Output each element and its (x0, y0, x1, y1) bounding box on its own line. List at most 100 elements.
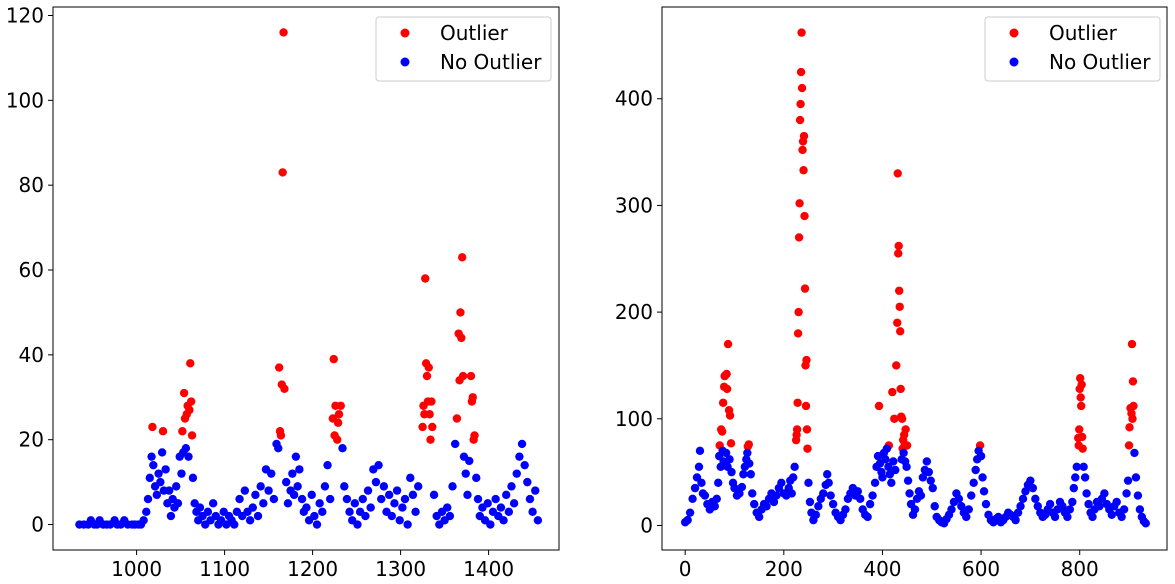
data-point (884, 462, 893, 471)
data-point (297, 494, 307, 504)
data-point (152, 490, 162, 500)
data-point (928, 483, 937, 493)
data-point (520, 460, 529, 470)
data-point (358, 494, 367, 504)
data-point (1016, 502, 1025, 511)
data-point (148, 422, 157, 432)
data-point (878, 473, 887, 482)
legend-box (375, 16, 552, 82)
data-point (515, 452, 524, 461)
x-tick-label: 1100 (199, 557, 250, 581)
data-point (323, 460, 332, 470)
y-tick-label: 20 (19, 428, 44, 452)
data-point (744, 440, 753, 449)
data-point (1076, 393, 1085, 402)
data-point (334, 410, 344, 419)
data-point (517, 439, 527, 449)
data-point (910, 505, 920, 514)
data-point (1135, 505, 1145, 514)
data-point (895, 302, 904, 311)
data-point (504, 507, 514, 517)
data-point (870, 478, 880, 487)
data-point (918, 473, 928, 482)
data-point (743, 448, 752, 458)
data-point (1123, 476, 1133, 485)
data-point (1013, 508, 1023, 517)
data-point (797, 28, 806, 37)
data-point (486, 520, 495, 529)
data-point (735, 489, 744, 498)
data-point (342, 494, 352, 504)
data-point (697, 478, 706, 487)
data-point (745, 459, 754, 468)
data-point (483, 499, 492, 508)
data-point (491, 494, 500, 504)
data-point (353, 520, 362, 529)
data-point (899, 448, 908, 458)
data-point (690, 483, 700, 493)
data-point (1077, 432, 1087, 442)
data-point (828, 499, 838, 509)
data-point (274, 363, 284, 372)
data-point (1076, 374, 1085, 383)
data-point (403, 520, 412, 529)
data-point (730, 483, 739, 493)
data-point (981, 499, 991, 509)
data-point (787, 489, 796, 498)
data-point (924, 467, 933, 477)
data-point (245, 516, 255, 525)
data-point (797, 83, 807, 93)
data-point (187, 431, 197, 440)
data-point (256, 482, 265, 491)
data-point (395, 516, 404, 525)
x-tick-label: 1400 (463, 557, 514, 581)
data-point (1084, 499, 1093, 509)
data-point (448, 482, 457, 491)
data-point (750, 499, 759, 509)
legend-marker (400, 57, 410, 67)
x-tick-label: 800 (1061, 557, 1099, 581)
data-point (718, 398, 728, 407)
series-no-outlier (75, 439, 543, 529)
data-point (1011, 515, 1020, 525)
data-point (700, 491, 710, 500)
data-point (507, 482, 516, 491)
x-tick-label: 600 (962, 557, 1000, 581)
data-point (267, 469, 276, 478)
x-tick-label: 200 (765, 557, 803, 581)
data-point (143, 494, 153, 504)
data-point (967, 491, 976, 500)
data-point (1076, 401, 1086, 411)
data-point (374, 460, 383, 470)
data-point (188, 473, 198, 483)
data-point (722, 369, 731, 379)
data-point (1128, 377, 1138, 386)
data-point (893, 169, 902, 178)
data-point (1018, 494, 1028, 503)
data-point (184, 452, 193, 461)
data-point (1077, 380, 1086, 389)
y-tick-label: 300 (615, 193, 653, 217)
data-point (685, 508, 695, 517)
data-point (722, 384, 732, 394)
data-point (971, 465, 980, 475)
data-point (874, 401, 884, 411)
data-point (333, 435, 342, 444)
data-point (466, 371, 476, 381)
data-point (157, 448, 167, 457)
series-no-outlier (680, 444, 1150, 528)
data-point (528, 507, 537, 517)
data-point (166, 511, 176, 521)
series-outlier (715, 28, 1138, 453)
data-point (289, 490, 299, 500)
data-point (802, 425, 812, 434)
data-point (326, 494, 335, 504)
data-point (894, 241, 903, 251)
data-point (371, 477, 381, 487)
plot-frame (661, 6, 1168, 551)
data-point (819, 489, 828, 498)
data-point (688, 494, 697, 503)
data-point (805, 497, 815, 507)
data-point (892, 361, 901, 370)
data-point (428, 422, 437, 432)
